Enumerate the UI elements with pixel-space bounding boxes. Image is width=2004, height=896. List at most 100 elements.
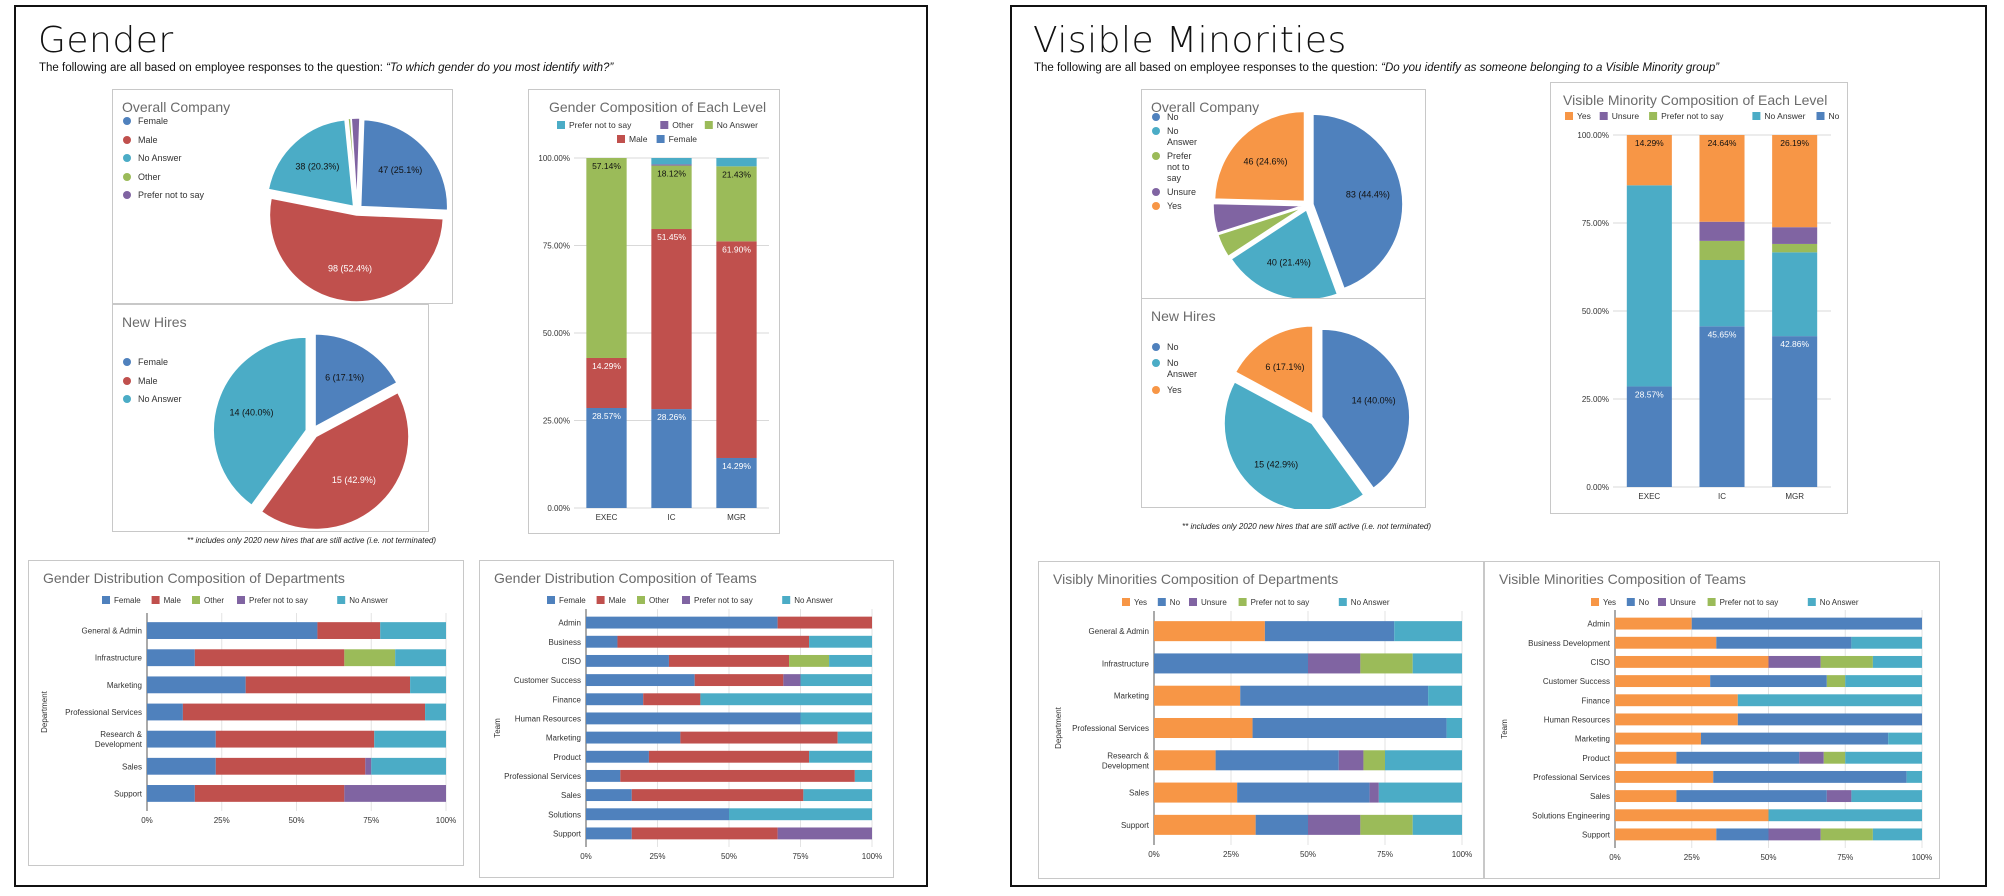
m-level-title: Visible Minority Composition of Each Lev… bbox=[1563, 92, 1828, 108]
m-dept-bar-sales-unsure bbox=[1369, 782, 1379, 803]
m-overall-card: Overall Company No No Answer Prefer not to sa… bbox=[1141, 89, 1426, 305]
m-dept-bar-support-unsure bbox=[1308, 814, 1361, 835]
m-teams-bar-ciso-prefer-not-to-say bbox=[1820, 655, 1873, 668]
m-level-ytick-label: 75.00% bbox=[1582, 219, 1609, 228]
g-overall-legend-other: Other bbox=[123, 172, 161, 183]
m-teams-bar-business-development-yes bbox=[1615, 636, 1717, 649]
m-newhires-legend-label-no: No bbox=[1167, 342, 1179, 352]
m-dept-bar-research-development-no bbox=[1215, 750, 1339, 771]
g-overall-chart: 47 (25.1%) 98 (52.4%) 38 (20.3%) bbox=[267, 117, 449, 303]
m-teams-bar-support-unsure bbox=[1768, 828, 1821, 841]
g-dept-bar-sales-male bbox=[215, 757, 366, 775]
g-teams-category-label-finance: Finance bbox=[553, 695, 582, 704]
g-overall-legend-label-male: Male bbox=[138, 134, 158, 145]
m-teams-legend-swatch-prefer-not-to-say bbox=[1707, 598, 1716, 606]
gender-title: Gender bbox=[38, 20, 174, 61]
g-overall-legend-female: Female bbox=[123, 116, 168, 127]
g-dept-legend-label-prefer-not-to-say: Prefer not to say bbox=[249, 596, 308, 605]
m-dept-title: Visibly Minorities Composition of Depart… bbox=[1053, 571, 1339, 587]
g-teams-bar-marketing-no-answer bbox=[837, 731, 872, 744]
g-teams-bar-ciso-other bbox=[789, 654, 830, 667]
g-dept-bar-support-prefer-not-to-say bbox=[344, 785, 446, 802]
m-level-legend-label-unsure: Unsure bbox=[1612, 111, 1640, 121]
g-dept-category-label-professional-services: Professional Services bbox=[65, 708, 142, 717]
m-level-bar-mgr-prefer-not-to-say bbox=[1772, 243, 1818, 253]
m-dept-bar-professional-services-no-answer bbox=[1446, 717, 1462, 739]
m-teams-card: Visible Minorities Composition of Teams … bbox=[1484, 561, 1940, 879]
m-dept-category-label-marketing: Marketing bbox=[1114, 692, 1149, 701]
g-overall-legend-swatch-no-answer bbox=[123, 154, 131, 162]
g-dept-legend-label-male: Male bbox=[164, 596, 182, 605]
g-teams-bar-solutions-no-answer bbox=[729, 808, 872, 821]
m-teams-bar-human-resources-yes bbox=[1615, 713, 1738, 726]
g-dept-bar-support-female bbox=[147, 785, 195, 802]
g-level-ytick-label: 25.00% bbox=[543, 417, 570, 426]
g-dept-legend-label-no-answer: No Answer bbox=[349, 596, 388, 605]
m-overall-legend-label-no: No bbox=[1167, 112, 1179, 122]
g-teams-bar-finance-no-answer bbox=[700, 693, 872, 706]
g-dept-bar-professional-services-no-answer bbox=[425, 703, 446, 721]
m-dept-bar-infrastructure-prefer-not-to-say bbox=[1360, 653, 1413, 674]
g-dept-card: Gender Distribution Composition of Depar… bbox=[28, 560, 464, 866]
m-level-data-label: 14.29% bbox=[1635, 138, 1664, 148]
g-level-legend-label-male: Male bbox=[629, 134, 648, 144]
m-newhires-legend-label-yes: Yes bbox=[1167, 385, 1182, 395]
g-teams-category-label-product: Product bbox=[553, 753, 581, 762]
g-newhires-title: New Hires bbox=[122, 314, 187, 330]
m-teams-bar-business-development-no bbox=[1716, 636, 1852, 649]
m-overall-slice-label-no: 83 (44.4%) bbox=[1346, 189, 1390, 199]
m-dept-xtick-label: 50% bbox=[1300, 850, 1316, 859]
g-teams-legend-swatch-other bbox=[637, 596, 645, 604]
g-overall-legend-label-prefer-not-to-say: Prefer not to say bbox=[138, 190, 205, 200]
m-dept-bar-research-development-unsure bbox=[1338, 750, 1364, 771]
g-level-data-label: 14.29% bbox=[592, 361, 621, 371]
m-level-legend-label-prefer-not-to-say: Prefer not to say bbox=[1661, 111, 1724, 121]
g-teams-bar-admin-female bbox=[586, 616, 778, 629]
g-teams-category-label-solutions: Solutions bbox=[548, 810, 581, 819]
g-dept-title: Gender Distribution Composition of Depar… bbox=[43, 570, 345, 586]
m-dept-legend-swatch-no bbox=[1157, 598, 1166, 606]
g-teams-legend-swatch-male bbox=[596, 596, 605, 604]
g-overall-legend-swatch-female bbox=[123, 117, 131, 125]
m-newhires-legend-swatch-yes bbox=[1152, 386, 1160, 394]
g-teams-bar-sales-no-answer bbox=[803, 789, 872, 802]
m-overall-legend-swatch-no-answer bbox=[1152, 127, 1160, 135]
g-level-bar-mgr-prefer-not-to-say bbox=[716, 158, 757, 167]
m-level-legend-swatch-no-answer bbox=[1752, 112, 1761, 120]
g-dept-category-label-infrastructure: Infrastructure bbox=[95, 654, 143, 663]
m-teams-xtick-label: 50% bbox=[1760, 853, 1776, 862]
g-level-data-label: 28.26% bbox=[657, 412, 686, 422]
g-teams-chart: Female Male Other Prefer not to say No Answe… bbox=[493, 596, 882, 861]
m-overall-slice-label-yes: 46 (24.6%) bbox=[1244, 156, 1288, 166]
m-dept-bar-research-development-yes bbox=[1154, 750, 1216, 771]
m-teams-bar-customer-success-no bbox=[1710, 675, 1827, 688]
m-dept-bar-professional-services-no bbox=[1252, 717, 1447, 739]
g-level-bar-exec-no-answer bbox=[586, 158, 627, 358]
g-level-bar-exec-male bbox=[586, 357, 627, 409]
m-teams-title: Visible Minorities Composition of Teams bbox=[1499, 571, 1746, 587]
m-dept-category-label-research-development: Development bbox=[1102, 761, 1150, 770]
g-dept-chart: Female Male Other Prefer not to say No Answe… bbox=[40, 596, 456, 825]
g-level-legend-swatch-female bbox=[656, 135, 665, 143]
g-overall-legend-label-female: Female bbox=[138, 116, 169, 126]
m-dept-bar-support-no-answer bbox=[1412, 814, 1462, 835]
m-dept-category-label-infrastructure: Infrastructure bbox=[1102, 659, 1150, 668]
g-dept-xtick-label: 25% bbox=[214, 816, 230, 825]
g-teams-category-label-customer-success: Customer Success bbox=[514, 676, 581, 685]
g-teams-bar-ciso-no-answer bbox=[829, 654, 872, 667]
m-dept-category-label-professional-services: Professional Services bbox=[1072, 724, 1149, 733]
g-teams-bar-professional-services-male bbox=[620, 769, 855, 782]
g-dept-legend-swatch-other bbox=[192, 596, 200, 604]
m-overall-legend-label-no-answer: No Answer bbox=[1167, 126, 1198, 147]
g-overall-slice-no-answer bbox=[267, 118, 355, 208]
m-teams-legend-swatch-no bbox=[1626, 598, 1635, 606]
m-overall-legend-yes: Yes bbox=[1152, 201, 1182, 212]
m-teams-bar-professional-services-yes bbox=[1615, 770, 1714, 783]
m-newhires-slice-no bbox=[1320, 328, 1411, 490]
g-newhires-card: New Hires Female Male No Answer 6 (17.1%) 1… bbox=[112, 304, 429, 532]
m-dept-bar-marketing-yes bbox=[1154, 685, 1241, 706]
g-teams-legend-label-other: Other bbox=[649, 596, 669, 605]
m-dept-category-label-general-admin: General & Admin bbox=[1089, 627, 1149, 636]
g-newhires-slice-male bbox=[260, 391, 410, 531]
g-newhires-slice-label-male: 15 (42.9%) bbox=[332, 475, 376, 485]
